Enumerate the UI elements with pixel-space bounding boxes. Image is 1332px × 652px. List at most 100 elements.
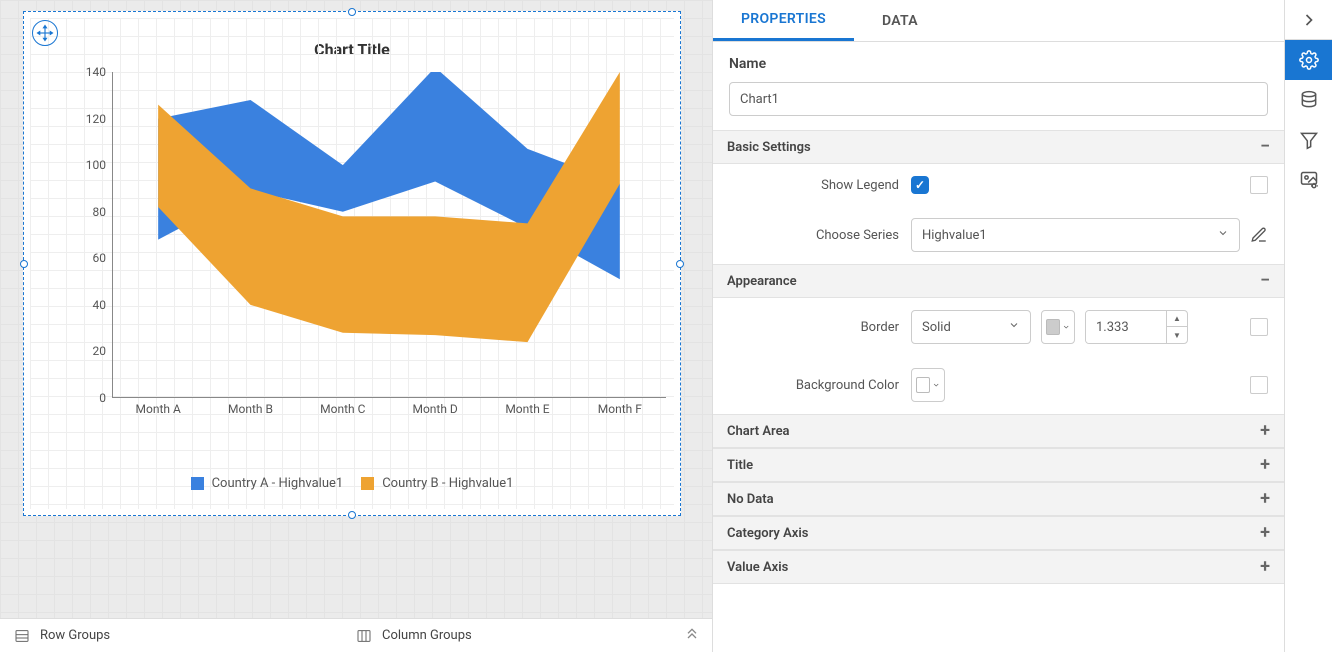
y-tick: 0: [99, 391, 106, 405]
y-tick: 60: [93, 251, 107, 265]
rail-image-settings[interactable]: [1285, 160, 1332, 200]
chart-plot: 020406080100120140 Month AMonth BMonth C…: [76, 72, 666, 424]
legend-swatch: [191, 477, 204, 490]
panel-tabs: PROPERTIES DATA: [713, 0, 1284, 42]
fx-toggle[interactable]: [1250, 318, 1268, 336]
border-width-spinner[interactable]: ▲ ▼: [1085, 310, 1188, 344]
y-tick: 80: [93, 205, 107, 219]
move-handle-icon[interactable]: [32, 20, 58, 46]
y-tick: 40: [93, 298, 107, 312]
chart-selection-frame[interactable]: Chart Title 020406080100120140 Month AMo…: [23, 11, 681, 516]
x-label: Month A: [112, 402, 204, 424]
y-tick: 120: [86, 112, 106, 126]
image-settings-icon: [1299, 170, 1319, 190]
x-label: Month E: [481, 402, 573, 424]
chevron-down-icon: [932, 380, 940, 390]
section-appearance[interactable]: Appearance −: [713, 264, 1284, 298]
chart-svg: [112, 72, 666, 398]
border-label: Border: [729, 320, 899, 335]
chevron-down-icon: [1217, 227, 1229, 243]
section-title: Chart Area: [727, 424, 790, 439]
properties-panel: PROPERTIES DATA Name Basic Settings − Sh…: [712, 0, 1284, 652]
background-color-label: Background Color: [729, 378, 899, 393]
border-style-select[interactable]: Solid: [911, 310, 1031, 344]
section-title-sec[interactable]: Title +: [713, 448, 1284, 482]
resize-handle-left[interactable]: [20, 260, 28, 268]
column-groups[interactable]: Column Groups: [342, 628, 684, 644]
color-preview: [916, 377, 930, 393]
section-title: No Data: [727, 492, 774, 507]
name-section: Name: [713, 42, 1284, 130]
rail-filter[interactable]: [1285, 120, 1332, 160]
name-input[interactable]: [729, 82, 1268, 116]
chevron-down-icon: [1008, 319, 1020, 335]
resize-handle-top[interactable]: [348, 8, 356, 16]
fx-toggle[interactable]: [1250, 176, 1268, 194]
border-color-picker[interactable]: [1041, 310, 1075, 344]
rows-icon: [14, 628, 30, 644]
legend-item: Country B - Highvalue1: [361, 476, 513, 491]
expand-icon[interactable]: +: [1260, 558, 1270, 576]
section-title: Title: [727, 458, 753, 473]
legend-swatch: [361, 477, 374, 490]
design-canvas[interactable]: Chart Title 020406080100120140 Month AMo…: [0, 0, 712, 652]
collapse-icon[interactable]: −: [1260, 272, 1270, 290]
expand-icon[interactable]: +: [1260, 524, 1270, 542]
section-basic-settings[interactable]: Basic Settings −: [713, 130, 1284, 164]
y-axis: 020406080100120140: [76, 72, 112, 398]
show-legend-checkbox[interactable]: [911, 176, 929, 194]
x-label: Month C: [297, 402, 389, 424]
side-rail: [1284, 0, 1332, 652]
spinner-down[interactable]: ▼: [1167, 327, 1187, 343]
expand-icon[interactable]: +: [1260, 422, 1270, 440]
choose-series-select[interactable]: Highvalue1: [911, 218, 1240, 252]
select-value: Solid: [922, 320, 951, 335]
x-label: Month D: [389, 402, 481, 424]
collapse-groups-icon[interactable]: [684, 626, 712, 646]
expand-icon[interactable]: +: [1260, 456, 1270, 474]
chevron-down-icon: [1062, 322, 1070, 332]
row-show-legend: Show Legend: [713, 164, 1284, 206]
x-label: Month B: [204, 402, 296, 424]
select-value: Highvalue1: [922, 228, 987, 243]
row-border: Border Solid ▲ ▼: [713, 298, 1284, 356]
legend-item: Country A - Highvalue1: [191, 476, 344, 491]
show-legend-label: Show Legend: [729, 178, 899, 193]
background-color-picker[interactable]: [911, 368, 945, 402]
collapse-icon[interactable]: −: [1260, 138, 1270, 156]
choose-series-label: Choose Series: [729, 228, 899, 243]
section-category-axis[interactable]: Category Axis +: [713, 516, 1284, 550]
row-groups[interactable]: Row Groups: [0, 628, 342, 644]
y-tick: 140: [86, 65, 106, 79]
legend-label: Country A - Highvalue1: [212, 476, 344, 491]
section-no-data[interactable]: No Data +: [713, 482, 1284, 516]
border-width-input[interactable]: [1086, 311, 1166, 343]
groups-footer: Row Groups Column Groups: [0, 618, 712, 652]
rail-expand[interactable]: [1285, 0, 1332, 40]
filter-icon: [1299, 130, 1319, 150]
gear-icon: [1299, 50, 1319, 70]
database-icon: [1299, 90, 1319, 110]
rail-data[interactable]: [1285, 80, 1332, 120]
fx-toggle[interactable]: [1250, 376, 1268, 394]
section-title: Category Axis: [727, 526, 808, 541]
row-groups-label: Row Groups: [40, 628, 110, 643]
row-choose-series: Choose Series Highvalue1: [713, 206, 1284, 264]
x-axis-labels: Month AMonth BMonth CMonth DMonth EMonth…: [112, 402, 666, 424]
section-chart-area[interactable]: Chart Area +: [713, 414, 1284, 448]
resize-handle-bottom[interactable]: [348, 511, 356, 519]
edit-icon[interactable]: [1250, 226, 1268, 244]
section-title: Appearance: [727, 274, 797, 289]
chart-legend: Country A - Highvalue1 Country B - Highv…: [24, 476, 680, 491]
section-value-axis[interactable]: Value Axis +: [713, 550, 1284, 584]
tab-data[interactable]: DATA: [854, 0, 946, 41]
rail-properties[interactable]: [1285, 40, 1332, 80]
tab-properties[interactable]: PROPERTIES: [713, 0, 854, 41]
spinner-up[interactable]: ▲: [1167, 311, 1187, 327]
resize-handle-right[interactable]: [676, 260, 684, 268]
y-tick: 100: [86, 158, 106, 172]
section-title: Basic Settings: [727, 140, 811, 155]
chart-title: Chart Title: [24, 40, 680, 59]
expand-icon[interactable]: +: [1260, 490, 1270, 508]
columns-icon: [356, 628, 372, 644]
